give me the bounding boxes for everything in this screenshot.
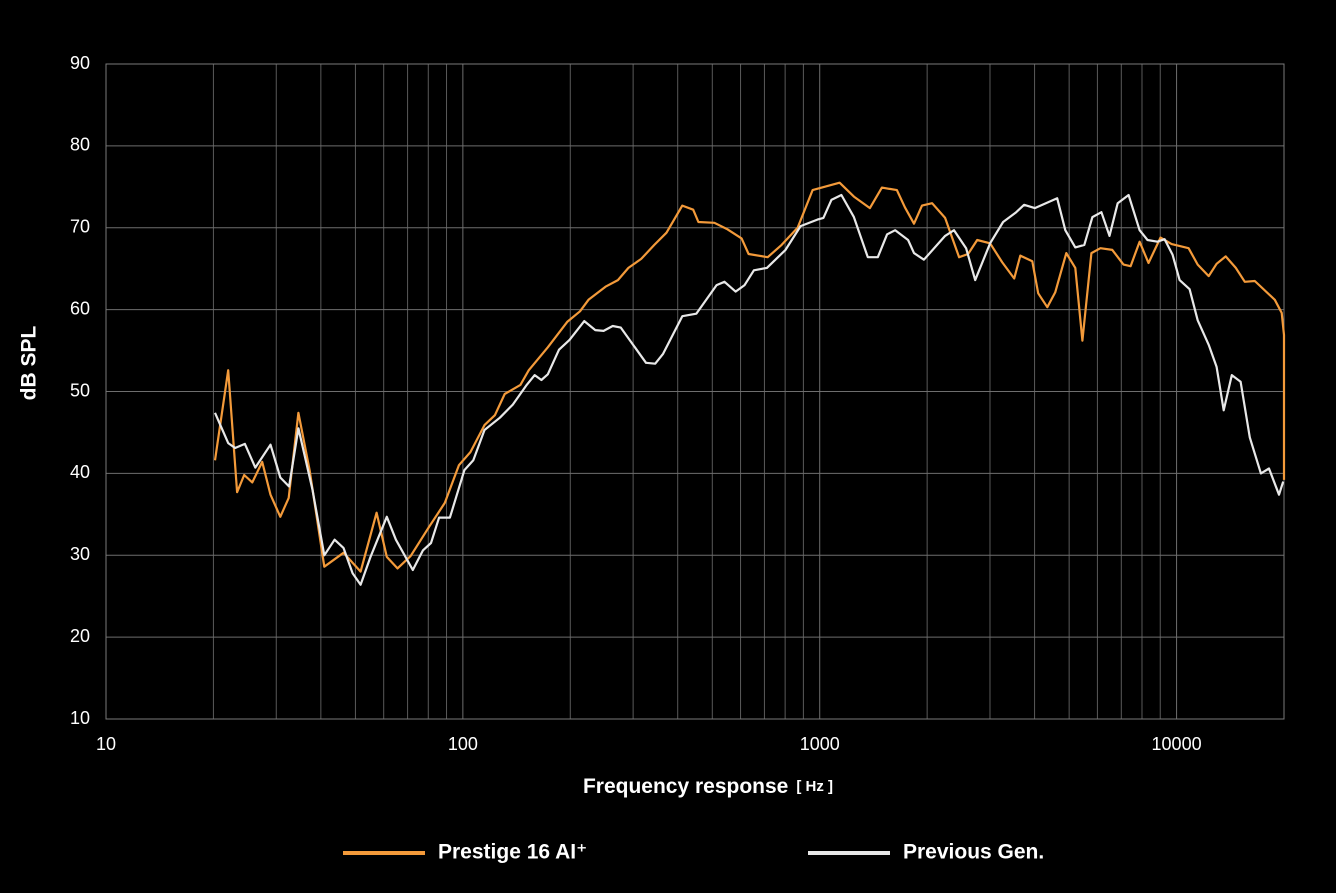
x-axis-unit: [ Hz ] xyxy=(796,778,833,795)
y-tick-label: 50 xyxy=(70,380,90,400)
legend-label: Previous Gen. xyxy=(903,841,1044,864)
x-axis-label: Frequency response xyxy=(583,775,788,798)
y-axis-title: dB SPL xyxy=(18,325,41,400)
y-tick-label: 30 xyxy=(70,544,90,564)
x-tick-label: 10000 xyxy=(1152,734,1202,754)
x-tick-label: 100 xyxy=(448,734,478,754)
legend-label: Prestige 16 AI⁺ xyxy=(438,841,587,864)
y-tick-label: 40 xyxy=(70,462,90,482)
series-line xyxy=(213,181,1286,573)
y-tick-label: 70 xyxy=(70,217,90,237)
x-axis-title: Frequency response [ Hz ] xyxy=(583,775,833,798)
x-tick-label: 10 xyxy=(96,734,116,754)
x-tick-label: 1000 xyxy=(800,734,840,754)
y-tick-label: 20 xyxy=(70,626,90,646)
y-tick-label: 60 xyxy=(70,298,90,318)
y-tick-label: 10 xyxy=(70,708,90,728)
y-tick-label: 90 xyxy=(70,53,90,73)
series-line xyxy=(213,193,1285,586)
y-tick-label: 80 xyxy=(70,135,90,155)
